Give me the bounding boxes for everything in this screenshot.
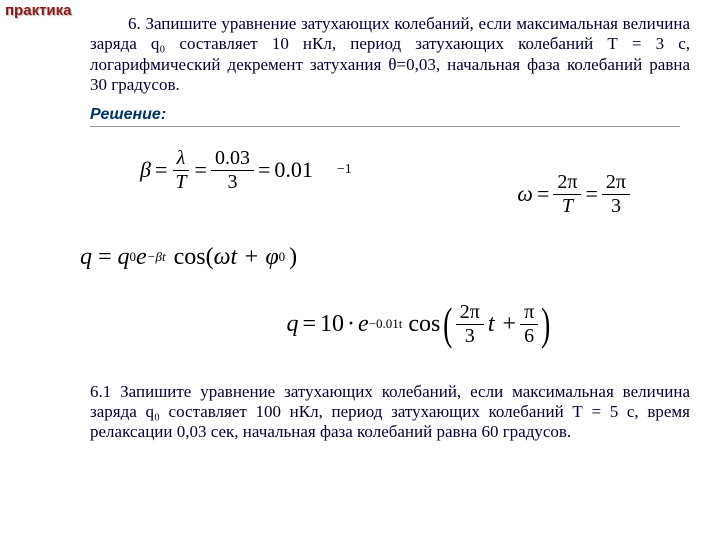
unit-s: −1 — [337, 162, 352, 178]
omega-sym: ω — [517, 181, 533, 207]
den3: 3 — [461, 325, 479, 348]
problem-2: 6.1 Запишите уравнение затухающих колеба… — [90, 382, 690, 443]
beta-sym: β — [140, 157, 151, 183]
q0: q — [118, 244, 130, 271]
omega-formula: ω = 2π T = 2π 3 — [517, 171, 630, 218]
frac-2pi-3: 2π 3 — [602, 171, 630, 218]
eq-sign: = — [258, 157, 270, 183]
problem-1-num: 6. — [128, 14, 141, 33]
wt-phi: ωt + φ — [214, 244, 279, 271]
frac-pi-6: π 6 — [520, 301, 538, 348]
frac-003-3: 0.03 3 — [211, 147, 254, 194]
frac-2pi-t: 2π T — [553, 171, 581, 218]
frac-2pi-3b: 2π 3 — [456, 301, 484, 348]
problem-2-text: Запишите уравнение затухающих колебаний,… — [90, 382, 690, 442]
math-zone: β = λ T = 0.03 3 = 0.01 −1 ω = 2π T = 2π… — [90, 147, 690, 348]
num2pi: 2π — [602, 171, 630, 195]
six: 6 — [520, 325, 538, 348]
eq-sign: = — [303, 311, 317, 338]
pi: π — [520, 301, 538, 325]
sub0: 0 — [279, 249, 286, 265]
den3: 3 — [223, 171, 241, 194]
dot: · — [347, 311, 355, 338]
e: e — [136, 244, 147, 271]
practice-badge: практика — [5, 2, 72, 19]
cos: cos — [408, 311, 440, 338]
problem-1: 6. Запишите уравнение затухающих колебан… — [90, 14, 690, 96]
num2pi: 2π — [553, 171, 581, 195]
q: q — [80, 244, 92, 271]
eq-sign: = — [195, 157, 207, 183]
problem-2-num: 6.1 — [90, 382, 111, 401]
num003: 0.03 — [211, 147, 254, 171]
t-den: T — [171, 171, 190, 194]
lparen: ( — [443, 306, 452, 343]
den3: 3 — [607, 195, 625, 218]
lambda: λ — [173, 147, 190, 171]
exp2: −0.01t — [369, 316, 403, 332]
num2pi: 2π — [456, 301, 484, 325]
problem-1-text: Запишите уравнение затухающих колебаний,… — [90, 14, 690, 94]
main-formula: q = q0 e−βt cos ( ωt + φ0 ) — [80, 244, 690, 271]
val001: 0.01 — [274, 157, 313, 183]
result-formula: q = 10 · e−0.01t cos ( 2π 3 t + π 6 ) — [150, 301, 690, 348]
exp-bt: −βt — [147, 249, 166, 265]
den-t: T — [558, 195, 577, 218]
eq-sign: = — [98, 244, 112, 271]
rparen: ) — [541, 306, 550, 343]
eq-sign: = — [585, 181, 597, 207]
plus: + — [503, 311, 517, 338]
q: q — [287, 311, 299, 338]
t: t — [488, 311, 495, 338]
e: e — [358, 311, 369, 338]
eq-sign: = — [537, 181, 549, 207]
frac-lambda-t: λ T — [171, 147, 190, 194]
ten: 10 — [320, 311, 344, 338]
cos: cos — [174, 244, 206, 271]
eq-sign: = — [155, 157, 167, 183]
solution-label: Решение: — [90, 106, 680, 127]
